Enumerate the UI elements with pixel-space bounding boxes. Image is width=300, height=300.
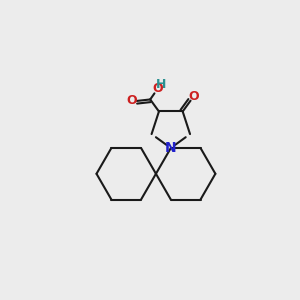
Text: N: N xyxy=(165,141,177,155)
Text: O: O xyxy=(126,94,137,107)
Text: H: H xyxy=(156,78,166,91)
Text: O: O xyxy=(152,82,163,95)
Text: O: O xyxy=(188,90,199,103)
